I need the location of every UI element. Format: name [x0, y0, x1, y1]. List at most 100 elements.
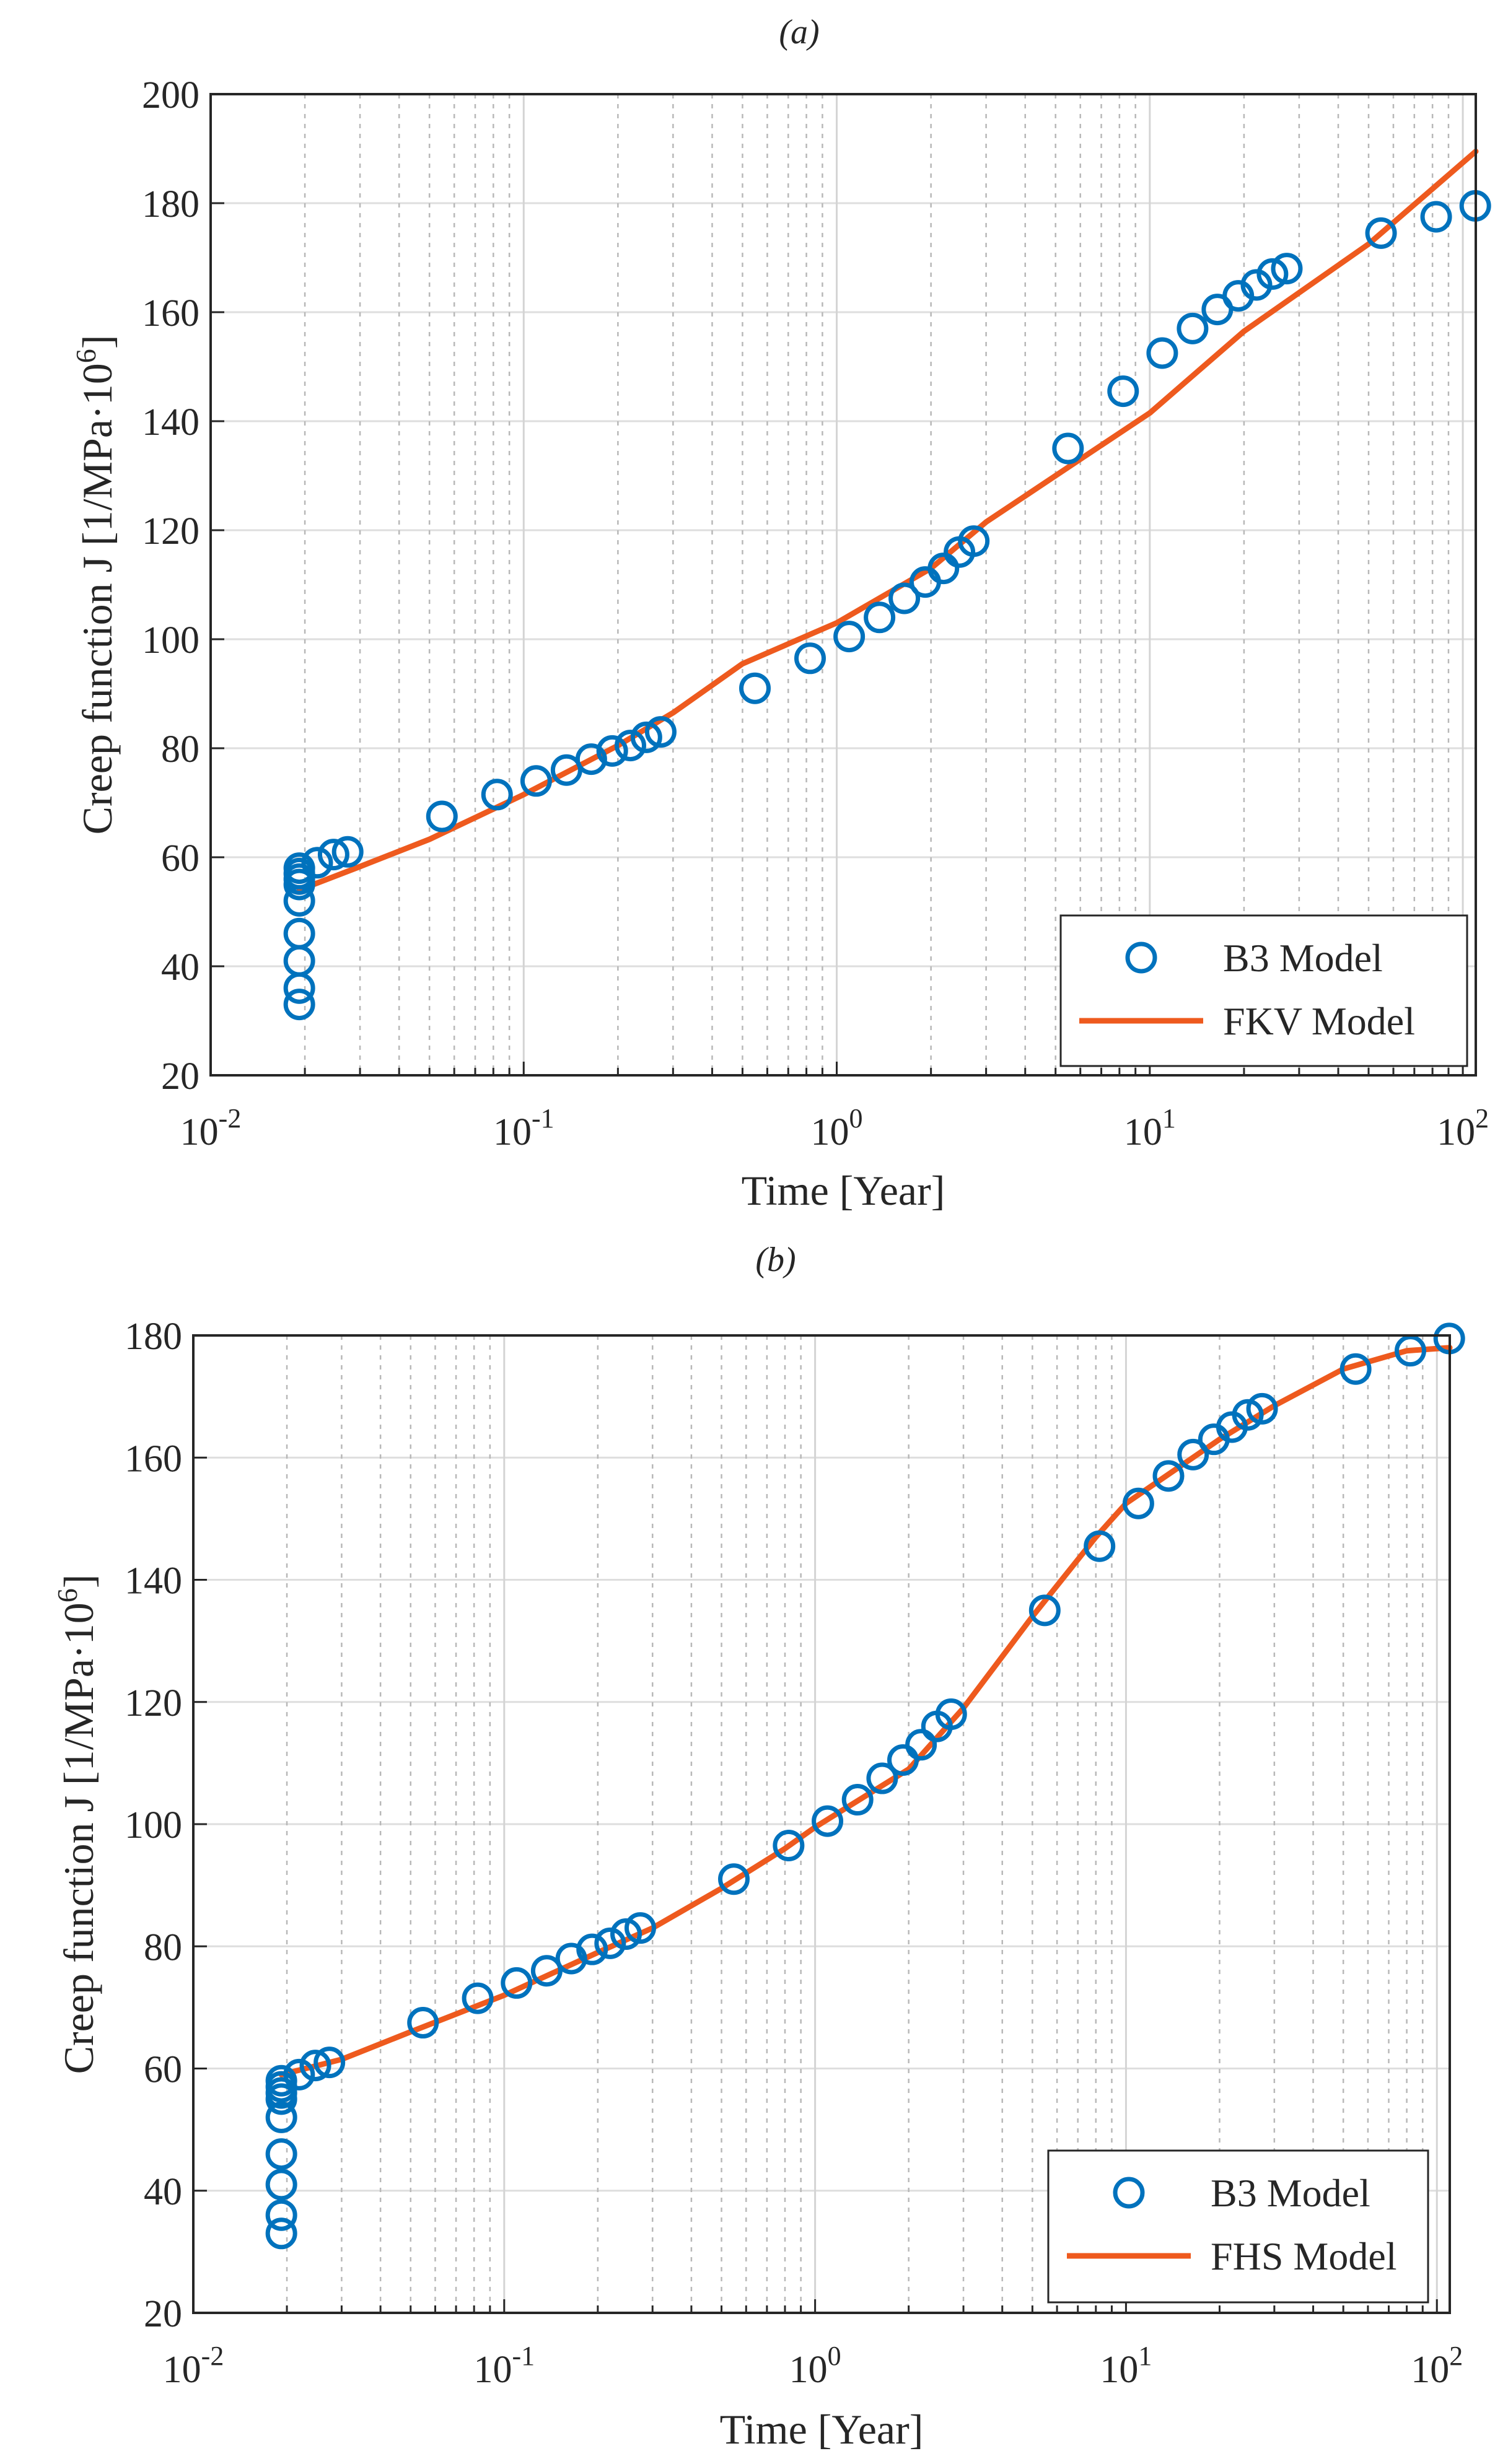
panel-label-b: (b): [755, 1241, 796, 1279]
data-point: [1177, 1438, 1209, 1470]
y-axis-label-main-b: Creep function J [1/MPa·10: [55, 1602, 102, 2074]
y-axis-label-a: Creep function J [1/MPa·106]: [70, 335, 121, 835]
data-point: [265, 2138, 297, 2170]
data-markers-b: [265, 1322, 1465, 2250]
data-point: [1246, 1392, 1278, 1425]
data-point: [501, 1967, 533, 1999]
data-point: [717, 1863, 750, 1895]
plot-frame-b: [192, 1334, 1451, 2314]
x-tick-label: 10-2: [180, 1103, 242, 1153]
x-axis-label-a: Time [Year]: [742, 1167, 945, 1214]
data-point: [1107, 375, 1139, 408]
data-point: [1177, 312, 1209, 344]
y-tick-label: 180: [125, 1316, 182, 1358]
data-point: [1256, 258, 1289, 290]
y-tick-label: 100: [142, 619, 199, 662]
data-point: [331, 836, 364, 868]
y-tick-label: 120: [142, 510, 199, 553]
data-point: [313, 2047, 346, 2079]
fit-line: [296, 148, 1479, 893]
data-point: [624, 1912, 656, 1944]
data-point: [935, 1698, 967, 1730]
x-tick-label: 100: [811, 1103, 863, 1153]
data-point: [265, 2199, 297, 2231]
data-point: [462, 1982, 494, 2014]
legend-marker-b3-a: [1125, 941, 1157, 974]
x-tick-label: 101: [1124, 1103, 1176, 1153]
data-point: [265, 2169, 297, 2201]
data-point: [958, 525, 990, 557]
y-tick-label: 80: [161, 728, 199, 771]
x-tick-labels-b: 10-2 10-1 100 101 102: [163, 2341, 1463, 2391]
y-tick-label: 40: [161, 946, 199, 989]
data-point: [283, 972, 315, 1004]
x-axis-label-b: Time [Year]: [720, 2406, 924, 2453]
x-tick-label: 10-2: [163, 2341, 224, 2391]
y-tick-label: 20: [144, 2293, 182, 2335]
data-point: [301, 847, 333, 879]
x-tick-label: 10-1: [493, 1103, 555, 1153]
data-point: [1146, 337, 1178, 369]
data-point: [888, 582, 921, 614]
y-tick-labels-a: 20 40 60 80 100 120 140 160 180 200: [142, 74, 199, 1098]
data-point: [299, 2050, 331, 2082]
x-tick-label: 102: [1437, 1103, 1489, 1153]
data-point: [283, 945, 315, 977]
data-point: [265, 2064, 297, 2097]
data-point: [594, 1927, 626, 1959]
data-point: [866, 1762, 898, 1794]
legend-label-b3-a: B3 Model: [1223, 936, 1383, 980]
data-point: [317, 839, 349, 871]
legend-label-b3-b: B3 Model: [1211, 2171, 1370, 2215]
legend-label-fhs-b: FHS Model: [1211, 2234, 1397, 2278]
y-tick-label: 140: [125, 1560, 182, 1602]
x-tick-label: 102: [1411, 2341, 1463, 2391]
data-markers-a: [283, 190, 1491, 1021]
data-point: [575, 743, 607, 775]
data-point: [426, 800, 458, 832]
y-axis-label-main-a: Creep function J [1/MPa·10: [74, 363, 121, 834]
y-axis-label-sup-a: 6: [70, 349, 102, 363]
data-point: [1240, 269, 1273, 301]
data-point: [1420, 201, 1452, 233]
x-tick-label: 10-1: [473, 2341, 535, 2391]
data-point: [864, 601, 896, 634]
data-point: [530, 1955, 563, 1987]
legend-label-fkv-a: FKV Model: [1223, 999, 1415, 1043]
fit-line-layer-a: [296, 148, 1479, 893]
data-point: [1084, 1530, 1116, 1562]
y-axis-label-sup-b: 6: [51, 1588, 83, 1602]
plot-frame-a: [209, 93, 1477, 1077]
data-point: [644, 716, 677, 748]
data-point: [596, 735, 628, 767]
y-tick-label: 20: [161, 1055, 199, 1098]
data-point: [520, 765, 552, 797]
data-point: [833, 621, 866, 653]
data-point: [614, 730, 646, 762]
y-tick-label: 40: [144, 2171, 182, 2213]
data-point: [905, 1729, 937, 1761]
y-tick-label: 100: [125, 1804, 182, 1846]
y-axis-label-close-b: ]: [55, 1575, 102, 1589]
data-point: [841, 1784, 874, 1816]
data-point: [283, 989, 315, 1021]
data-point: [1339, 1353, 1372, 1385]
y-tick-label: 160: [125, 1438, 182, 1480]
data-point: [1271, 253, 1303, 285]
data-point: [1152, 1460, 1185, 1492]
x-tick-labels-a: 10-2 10-1 100 101 102: [180, 1103, 1489, 1153]
data-point: [812, 1805, 844, 1837]
data-point: [1365, 217, 1397, 249]
y-tick-label: 160: [142, 292, 199, 334]
legend-a: B3 Model FKV Model: [1059, 914, 1468, 1067]
y-tick-label: 80: [144, 1926, 182, 1968]
legend-box-a: [1059, 914, 1468, 1067]
data-point: [407, 2007, 439, 2039]
data-point: [1052, 432, 1084, 465]
data-point: [794, 642, 826, 675]
data-point: [265, 2217, 297, 2250]
data-point: [1394, 1335, 1426, 1367]
y-tick-label: 200: [142, 74, 199, 116]
